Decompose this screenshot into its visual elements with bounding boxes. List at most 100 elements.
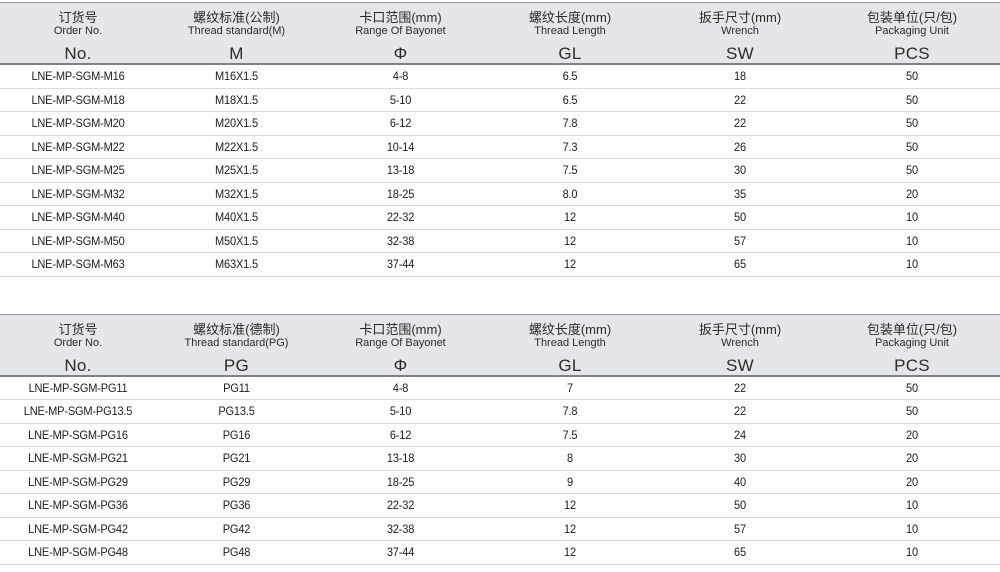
header-label-en: Range Of Bayonet bbox=[355, 336, 446, 349]
header-label-en: Range Of Bayonet bbox=[355, 25, 446, 37]
thread-standard-cell: PG13.5 bbox=[218, 404, 255, 419]
header-label-en: Thread Length bbox=[534, 336, 606, 349]
bayonet-range-cell: 5-10 bbox=[389, 92, 412, 107]
table-row: LNE-MP-SGM-PG21 PG21 13-18 8 30 20 bbox=[0, 447, 1000, 471]
table-header: 订货号 Order No. No. 螺纹标准(德制) Thread standard(P… bbox=[0, 313, 1000, 377]
header-label-en: Packaging Unit bbox=[875, 336, 949, 349]
table-row: LNE-MP-SGM-M50 M50X1.5 32-38 12 57 10 bbox=[0, 229, 1000, 253]
bayonet-range-cell: 22-32 bbox=[386, 498, 415, 513]
header-symbol: PG bbox=[223, 355, 250, 375]
thread-length-cell: 12 bbox=[564, 257, 576, 272]
bayonet-range-cell: 6-12 bbox=[389, 116, 412, 131]
header-cell: 螺纹标准(德制) Thread standard(PG) PG bbox=[156, 315, 317, 375]
thread-standard-cell: PG16 bbox=[222, 427, 251, 442]
thread-standard-cell: M16X1.5 bbox=[215, 69, 258, 84]
table-row: LNE-MP-SGM-M18 M18X1.5 5-10 6.5 22 50 bbox=[0, 88, 1000, 112]
table-row: LNE-MP-SGM-PG36 PG36 22-32 12 50 10 bbox=[0, 494, 1000, 518]
thread-standard-cell: M50X1.5 bbox=[215, 233, 258, 248]
table-row: LNE-MP-SGM-PG42 PG42 32-38 12 57 10 bbox=[0, 517, 1000, 541]
header-label-en: Packaging Unit bbox=[875, 25, 949, 37]
header-cell: 扳手尺寸(mm) Wrench SW bbox=[656, 3, 824, 63]
packaging-unit-cell: 10 bbox=[906, 545, 918, 560]
thread-standard-cell: M18X1.5 bbox=[215, 92, 258, 107]
thread-length-cell: 7.5 bbox=[562, 163, 578, 178]
header-cell: 卡口范围(mm) Range Of Bayonet Φ bbox=[317, 3, 484, 63]
thread-standard-cell: PG42 bbox=[222, 521, 251, 536]
table-row: LNE-MP-SGM-PG48 PG48 37-44 12 65 10 bbox=[0, 541, 1000, 565]
bayonet-range-cell: 5-10 bbox=[389, 404, 412, 419]
header-label-en: Order No. bbox=[53, 336, 103, 349]
thread-length-cell: 8.0 bbox=[562, 186, 578, 201]
header-symbol: No. bbox=[64, 44, 92, 63]
thread-standard-cell: M63X1.5 bbox=[215, 257, 258, 272]
pg-spec-table: 订货号 Order No. No. 螺纹标准(德制) Thread standard(P… bbox=[0, 313, 1000, 565]
thread-standard-cell: PG21 bbox=[222, 451, 251, 466]
wrench-size-cell: 26 bbox=[734, 139, 746, 154]
bayonet-range-cell: 37-44 bbox=[386, 257, 415, 272]
wrench-size-cell: 65 bbox=[734, 545, 746, 560]
bayonet-range-cell: 4-8 bbox=[392, 69, 409, 84]
thread-standard-cell: M20X1.5 bbox=[215, 116, 258, 131]
header-label-cn: 扳手尺寸(mm) bbox=[698, 321, 782, 337]
thread-length-cell: 12 bbox=[564, 233, 576, 248]
header-symbol: PCS bbox=[894, 355, 930, 375]
table-row: LNE-MP-SGM-M32 M32X1.5 18-25 8.0 35 20 bbox=[0, 182, 1000, 206]
packaging-unit-cell: 10 bbox=[906, 210, 918, 225]
header-cell: 订货号 Order No. No. bbox=[0, 3, 156, 63]
packaging-unit-cell: 10 bbox=[906, 233, 918, 248]
table-row: LNE-MP-SGM-PG29 PG29 18-25 9 40 20 bbox=[0, 470, 1000, 494]
thread-length-cell: 6.5 bbox=[562, 69, 578, 84]
header-label-cn: 卡口范围(mm) bbox=[359, 10, 442, 25]
wrench-size-cell: 30 bbox=[734, 451, 746, 466]
header-cell: 螺纹长度(mm) Thread Length GL bbox=[484, 315, 656, 375]
header-label-en: Thread Length bbox=[534, 25, 606, 37]
thread-standard-cell: PG48 bbox=[222, 545, 251, 560]
header-symbol: SW bbox=[726, 44, 754, 63]
bayonet-range-cell: 18-25 bbox=[386, 186, 415, 201]
header-label-cn: 订货号 bbox=[58, 10, 98, 25]
order-no-cell: LNE-MP-SGM-M40 bbox=[31, 210, 125, 225]
wrench-size-cell: 30 bbox=[734, 163, 746, 178]
packaging-unit-cell: 20 bbox=[906, 427, 918, 442]
table-row: LNE-MP-SGM-M20 M20X1.5 6-12 7.8 22 50 bbox=[0, 112, 1000, 136]
header-label-en: Thread standard(PG) bbox=[184, 336, 289, 349]
header-label-cn: 包装单位(只/包) bbox=[866, 10, 958, 25]
bayonet-range-cell: 10-14 bbox=[386, 139, 415, 154]
bayonet-range-cell: 22-32 bbox=[386, 210, 415, 225]
packaging-unit-cell: 50 bbox=[906, 92, 918, 107]
order-no-cell: LNE-MP-SGM-PG11 bbox=[28, 380, 128, 395]
packaging-unit-cell: 10 bbox=[906, 498, 918, 513]
wrench-size-cell: 35 bbox=[734, 186, 746, 201]
header-label-en: Order No. bbox=[53, 25, 103, 37]
bayonet-range-cell: 13-18 bbox=[386, 451, 415, 466]
wrench-size-cell: 50 bbox=[734, 210, 746, 225]
order-no-cell: LNE-MP-SGM-PG16 bbox=[28, 427, 128, 442]
header-symbol: No. bbox=[64, 355, 92, 375]
header-label-cn: 螺纹标准(德制) bbox=[193, 321, 280, 337]
header-label-en: Thread standard(M) bbox=[187, 25, 286, 37]
thread-length-cell: 9 bbox=[567, 474, 573, 489]
table-row: LNE-MP-SGM-PG16 PG16 6-12 7.5 24 20 bbox=[0, 423, 1000, 447]
packaging-unit-cell: 50 bbox=[906, 163, 918, 178]
header-label-cn: 螺纹长度(mm) bbox=[528, 321, 612, 337]
wrench-size-cell: 22 bbox=[734, 92, 746, 107]
order-no-cell: LNE-MP-SGM-PG42 bbox=[28, 521, 128, 536]
packaging-unit-cell: 50 bbox=[906, 116, 918, 131]
wrench-size-cell: 24 bbox=[734, 427, 746, 442]
table-row: LNE-MP-SGM-M63 M63X1.5 37-44 12 65 10 bbox=[0, 253, 1000, 277]
header-symbol: SW bbox=[726, 355, 754, 375]
bayonet-range-cell: 32-38 bbox=[386, 233, 415, 248]
table-row: LNE-MP-SGM-M25 M25X1.5 13-18 7.5 30 50 bbox=[0, 159, 1000, 183]
thread-standard-cell: M40X1.5 bbox=[215, 210, 258, 225]
order-no-cell: LNE-MP-SGM-PG13.5 bbox=[23, 404, 133, 419]
bayonet-range-cell: 18-25 bbox=[386, 474, 415, 489]
wrench-size-cell: 22 bbox=[734, 380, 746, 395]
header-cell: 包装单位(只/包) Packaging Unit PCS bbox=[824, 3, 1000, 63]
order-no-cell: LNE-MP-SGM-M22 bbox=[31, 139, 125, 154]
wrench-size-cell: 18 bbox=[734, 69, 746, 84]
order-no-cell: LNE-MP-SGM-PG36 bbox=[28, 498, 128, 513]
header-label-cn: 螺纹长度(mm) bbox=[528, 10, 612, 25]
order-no-cell: LNE-MP-SGM-M16 bbox=[31, 69, 125, 84]
header-symbol: Φ bbox=[393, 44, 408, 63]
thread-standard-cell: PG29 bbox=[222, 474, 251, 489]
